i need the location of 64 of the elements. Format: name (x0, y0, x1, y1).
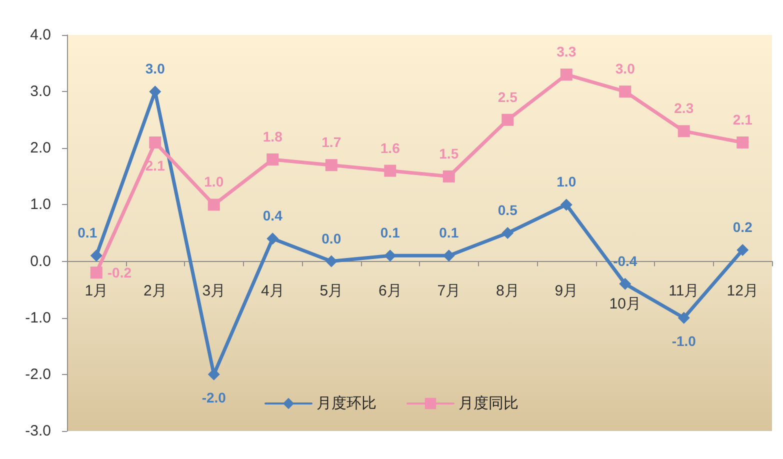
x-tick-label: 6月 (378, 282, 402, 300)
point (266, 232, 279, 245)
data-label: 0.1 (439, 224, 459, 241)
data-label: -0.2 (107, 264, 132, 281)
y-tick-label: 4.0 (30, 26, 51, 44)
data-label: 2.1 (732, 111, 753, 128)
data-label: -1.0 (672, 332, 696, 349)
data-label: 2.5 (498, 88, 518, 105)
data-label: -2.0 (202, 389, 226, 406)
data-label: 1.0 (556, 174, 576, 190)
y-tick-label: -1.0 (25, 309, 51, 326)
y-tick-label: -3.0 (25, 422, 51, 440)
x-tick-label: 8月 (496, 282, 520, 300)
x-tick-label: 2月 (143, 282, 167, 300)
data-label: 0.2 (732, 218, 753, 235)
point (90, 266, 102, 279)
y-tick-label: 3.0 (30, 83, 51, 100)
y-tick-label: 1.0 (30, 196, 51, 214)
point (678, 312, 690, 324)
data-label: 0.5 (498, 202, 518, 218)
point (560, 68, 572, 81)
x-tick-label: 10月 (609, 295, 641, 312)
x-tick-label: 5月 (320, 282, 344, 300)
data-label: 1.6 (380, 140, 400, 156)
x-tick-label: 12月 (726, 282, 758, 300)
legend-label: 月度环比 (316, 395, 376, 412)
data-label: 2.3 (674, 100, 694, 116)
point (619, 86, 632, 98)
point (502, 114, 514, 126)
point (736, 136, 749, 148)
legend-label: 月度同比 (458, 395, 518, 412)
point (736, 244, 749, 256)
point (502, 227, 514, 239)
x-tick-label: 7月 (437, 282, 461, 300)
x-tick-label: 11月 (668, 282, 700, 300)
point (325, 159, 338, 172)
data-label: 1.8 (262, 128, 283, 144)
data-label: 0.1 (78, 224, 98, 241)
data-label: 3.0 (615, 60, 636, 77)
x-tick-label: 4月 (260, 282, 284, 300)
data-label: 1.0 (204, 174, 224, 190)
data-label: 0.1 (380, 224, 400, 241)
point (149, 136, 162, 148)
y-tick-label: 0.0 (30, 252, 51, 270)
y-tick-label: -2.0 (25, 366, 51, 383)
x-tick-label: 1月 (84, 282, 108, 300)
x-tick-label: 9月 (554, 282, 578, 300)
y-tick-label: 2.0 (30, 140, 51, 157)
data-label: 0.4 (262, 208, 283, 224)
x-tick-label: 3月 (202, 282, 226, 300)
point (384, 164, 396, 177)
point (619, 278, 632, 290)
data-label: 1.7 (322, 134, 342, 150)
point (208, 198, 220, 211)
point (266, 153, 279, 166)
data-label: 3.3 (556, 44, 576, 60)
point (442, 170, 455, 182)
point (90, 250, 102, 262)
data-label: 3.0 (145, 60, 166, 77)
data-label: 1.5 (439, 145, 459, 162)
data-label: 0.0 (322, 230, 342, 246)
point (678, 125, 690, 138)
point (560, 198, 572, 211)
point (325, 255, 338, 268)
